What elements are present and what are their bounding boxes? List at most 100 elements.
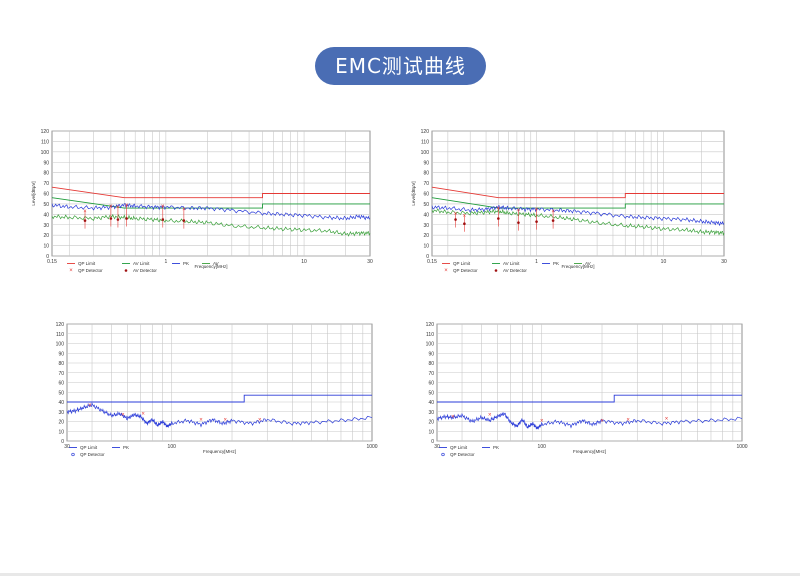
av-detector-marker [497, 217, 500, 220]
y-tick-label: 60 [428, 381, 434, 387]
y-tick-label: 10 [428, 429, 434, 435]
y-tick-label: 20 [58, 420, 64, 426]
qp-detector-marker: × [535, 207, 539, 213]
y-tick-label: 120 [426, 322, 435, 328]
x-tick-label: 1 [164, 259, 167, 265]
x-tick-label: 30 [434, 444, 440, 450]
y-tick-label: 80 [428, 361, 434, 367]
x-tick-label: 30 [367, 259, 373, 265]
av-detector-marker [161, 218, 165, 221]
y-tick-label: 70 [423, 181, 429, 187]
x-tick-label: 0.15 [427, 259, 437, 265]
x-axis-label: Frequency[MHz] [194, 264, 227, 269]
y-tick-label: 90 [423, 160, 429, 166]
av-detector-marker [535, 220, 538, 223]
qp-detector-marker: × [199, 418, 203, 424]
qp-detector-marker: × [116, 205, 120, 211]
qp-detector-marker: × [665, 417, 669, 423]
qp-detector-marker: × [223, 418, 227, 424]
qp-detector-marker: × [600, 419, 604, 425]
y-tick-label: 70 [43, 181, 49, 187]
av-series-line [51, 213, 371, 237]
legend-label: AV Detector [133, 268, 157, 273]
legend-swatch [441, 452, 445, 457]
y-axis-label: Level[dBμV] [411, 181, 416, 205]
y-tick-label: 50 [43, 202, 49, 208]
y-tick-label: 40 [423, 212, 429, 218]
y-tick-label: 100 [56, 342, 65, 348]
qp-detector-marker: × [161, 204, 165, 210]
legend-label: PK [123, 445, 129, 450]
qp-detector-marker: × [451, 415, 455, 421]
av-limit-series-line [51, 197, 370, 209]
legend-label: PK [553, 261, 559, 266]
x-axis-label: Frequency[MHz] [203, 449, 236, 454]
x-tick-label: 10 [301, 259, 307, 265]
y-tick-label: 50 [423, 202, 429, 208]
y-tick-label: 10 [58, 429, 64, 435]
qp-limit-series-line [437, 394, 742, 403]
qp-limit-series-line [51, 186, 370, 199]
y-tick-label: 30 [423, 223, 429, 229]
y-tick-label: 120 [56, 322, 65, 328]
y-tick-label: 100 [421, 150, 430, 156]
y-tick-label: 30 [58, 410, 64, 416]
y-tick-label: 90 [43, 160, 49, 166]
av-detector-marker [125, 217, 128, 220]
pk-series-line [51, 203, 371, 221]
y-tick-label: 50 [58, 390, 64, 396]
x-tick-label: 30 [64, 444, 70, 450]
y-tick-label: 70 [58, 371, 64, 377]
av-detector-marker [454, 218, 457, 221]
av-limit-series-line [431, 197, 724, 209]
av-detector-marker [116, 218, 120, 221]
legend-swatch [71, 452, 75, 457]
qp-detector-marker: × [121, 413, 125, 419]
bottom-divider [0, 573, 800, 576]
av-detector-marker [83, 219, 87, 222]
qp-detector-marker: × [463, 213, 467, 219]
qp-detector-marker: × [83, 209, 87, 215]
y-tick-label: 0 [46, 254, 49, 260]
y-tick-label: 40 [428, 400, 434, 406]
legend-label: QP Detector [453, 268, 478, 273]
av-detector-marker [109, 217, 113, 220]
y-tick-label: 110 [421, 139, 429, 145]
x-tick-label: 1 [535, 259, 538, 265]
av-detector-marker [551, 219, 555, 222]
y-tick-label: 20 [428, 420, 434, 426]
y-tick-label: 80 [43, 171, 49, 177]
qp-limit-series-line [67, 394, 372, 403]
page-title: EMC测试曲线 [315, 47, 486, 85]
y-tick-label: 60 [43, 192, 49, 198]
y-tick-label: 60 [423, 192, 429, 198]
legend-label: AV Limit [133, 261, 150, 266]
y-tick-label: 10 [43, 244, 49, 250]
qp-detector-marker: × [109, 204, 113, 210]
y-tick-label: 100 [41, 150, 50, 156]
qp-detector-marker: × [497, 206, 501, 212]
qp-detector-marker: × [258, 418, 262, 424]
qp-detector-marker: × [88, 403, 92, 409]
legend-swatch [494, 269, 498, 272]
y-tick-label: 40 [43, 212, 49, 218]
y-tick-label: 0 [426, 254, 429, 260]
y-axis-label: Level[dBμV] [31, 181, 36, 205]
pk-series-line [431, 205, 725, 227]
y-tick-label: 30 [43, 223, 49, 229]
legend-label: QP Limit [80, 445, 98, 450]
y-tick-label: 120 [41, 129, 50, 135]
y-tick-label: 50 [428, 390, 434, 396]
qp-detector-marker: × [517, 208, 521, 214]
qp-detector-marker: × [141, 412, 145, 418]
legend-label: QP Detector [450, 452, 475, 457]
y-tick-label: 0 [61, 439, 64, 445]
radiated-emission-chart-2: 0 10 20 30 40 50 60 70 80 90 100 110 120 30 100 1000 Fre… [426, 322, 748, 457]
y-tick-label: 90 [428, 351, 434, 357]
legend-label: QP Limit [453, 261, 471, 266]
y-tick-label: 70 [428, 371, 434, 377]
av-series-line [431, 207, 725, 236]
y-tick-label: 80 [58, 361, 64, 367]
y-tick-label: 40 [58, 400, 64, 406]
